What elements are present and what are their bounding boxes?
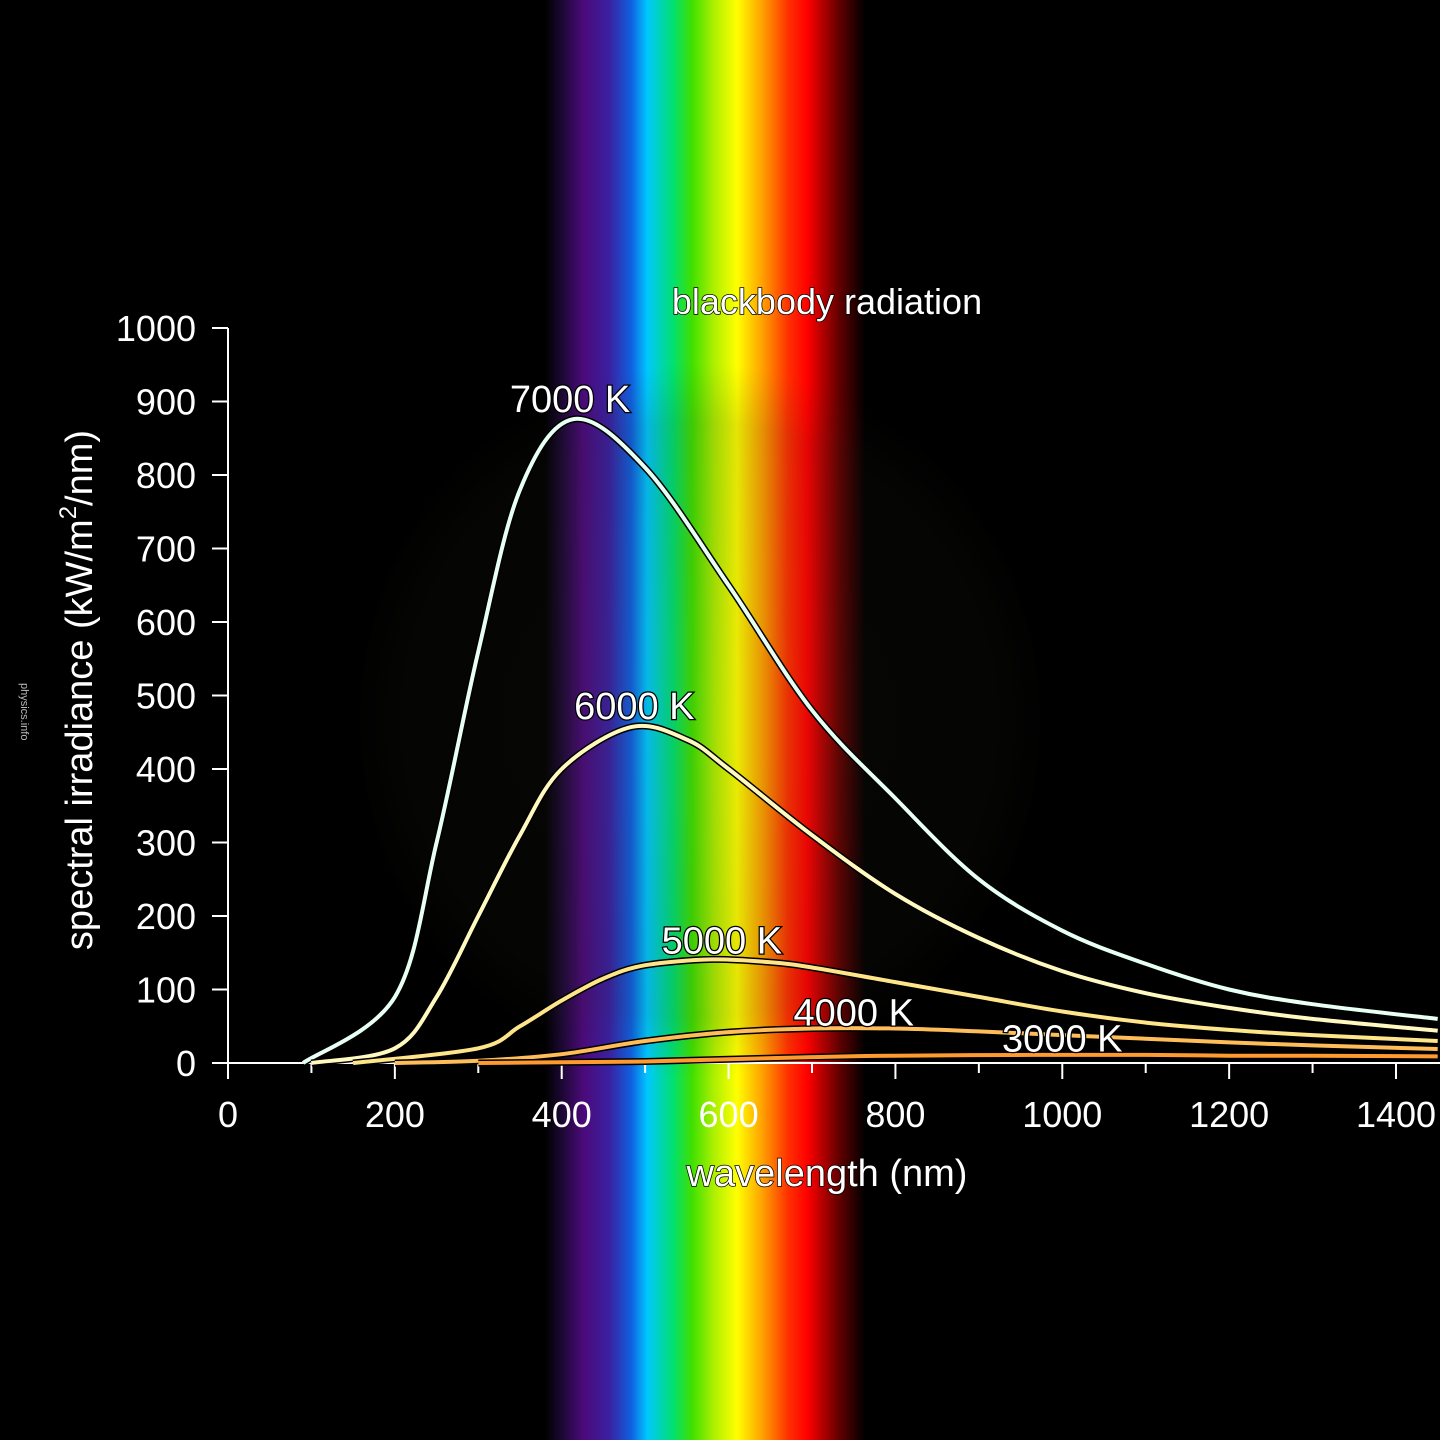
x-tick-label: 0	[218, 1094, 238, 1135]
y-tick-label: 300	[136, 823, 196, 864]
y-tick-label: 500	[136, 676, 196, 717]
y-axis-label: spectral irradiance (kW/m2/nm)	[55, 430, 101, 950]
series-label-7000k: 7000 K	[510, 379, 630, 421]
series-label-4000k: 4000 K	[793, 993, 913, 1035]
series-label-6000k: 6000 K	[574, 686, 694, 728]
credit-text: physics.info	[18, 683, 30, 741]
series-label-5000k: 5000 K	[662, 921, 782, 963]
x-tick-label: 200	[365, 1094, 425, 1135]
x-axis-label: wavelength (nm)	[686, 1153, 968, 1195]
y-tick-label: 700	[136, 529, 196, 570]
series-label-3000k: 3000 K	[1002, 1018, 1122, 1060]
series-line-4000	[394, 1026, 1438, 1065]
visible-spectrum-band	[545, 0, 865, 1440]
x-tick-label: 1000	[1022, 1094, 1102, 1135]
y-tick-label: 1000	[116, 308, 196, 349]
y-axis-label-tail: /nm)	[59, 430, 101, 506]
y-tick-label: 600	[136, 602, 196, 643]
x-tick-label: 800	[865, 1094, 925, 1135]
y-axis-label-main: spectral irradiance (kW/m	[59, 519, 101, 950]
y-tick-label: 900	[136, 382, 196, 423]
series-line-3000	[478, 1052, 1438, 1065]
series-line-outline-7000	[301, 415, 1439, 1066]
series-line-6000	[311, 723, 1438, 1065]
y-tick-label: 0	[176, 1043, 196, 1084]
x-tick-label: 1200	[1189, 1094, 1269, 1135]
curves	[301, 415, 1439, 1067]
series-line-5000	[352, 957, 1438, 1065]
y-axis-label-superscript: 2	[55, 506, 82, 519]
series-labels: 7000 K 6000 K 5000 K 4000 K 3000 K	[509, 378, 1124, 1062]
x-tick-label: 400	[532, 1094, 592, 1135]
chart-title: blackbody radiation	[672, 281, 982, 322]
x-tick-label: 600	[699, 1094, 759, 1135]
y-tick-label: 400	[136, 749, 196, 790]
y-tick-label: 200	[136, 896, 196, 937]
x-tick-label: 1400	[1356, 1094, 1436, 1135]
y-tick-label: 100	[136, 970, 196, 1011]
axes: 0 100 200 300 400 500 600 700 800 900 1000 0 200 400 6…	[116, 308, 1440, 1135]
series-line-7000	[301, 416, 1438, 1065]
y-tick-label: 800	[136, 455, 196, 496]
